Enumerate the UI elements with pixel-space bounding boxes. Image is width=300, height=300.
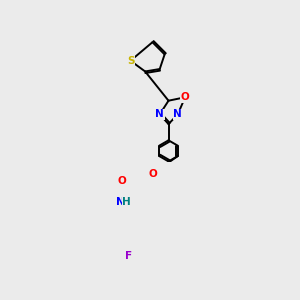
Text: O: O (181, 92, 190, 102)
Text: O: O (117, 176, 126, 186)
Text: S: S (127, 56, 134, 66)
Text: O: O (148, 169, 157, 179)
Text: N: N (155, 109, 164, 119)
Text: F: F (124, 250, 132, 261)
Text: N: N (173, 109, 182, 119)
Text: N: N (116, 197, 125, 207)
Text: H: H (122, 197, 131, 207)
